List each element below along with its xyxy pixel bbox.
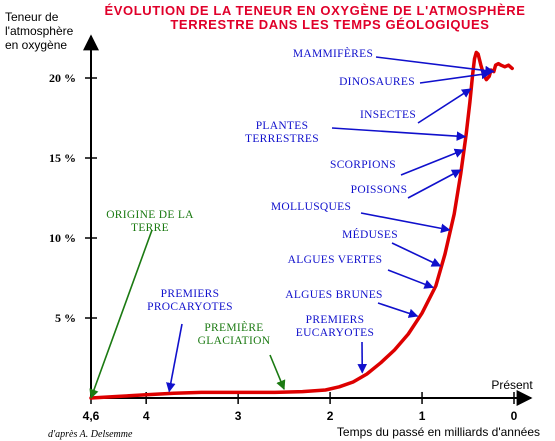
- annotation-arrow: [375, 56, 495, 76]
- annotation-label: ALGUES BRUNES: [285, 289, 383, 301]
- annotation: SCORPIONS: [330, 148, 465, 176]
- annotation-label: PLANTES: [256, 120, 309, 132]
- annotation-label: EUCARYOTES: [296, 327, 374, 339]
- annotation-label: GLACIATION: [198, 335, 271, 347]
- annotation-label: PREMIÈRE: [204, 320, 263, 334]
- annotation-arrow: [166, 323, 183, 393]
- y-axis-label-line-3: en oxygène: [5, 38, 67, 52]
- annotation-label: ALGUES VERTES: [288, 254, 383, 266]
- annotation-arrow: [400, 148, 465, 176]
- annotation: ALGUES BRUNES: [285, 289, 419, 318]
- x-axis-end-label: Présent: [491, 378, 533, 392]
- annotation: DINOSAURES: [339, 69, 492, 88]
- annotation: MAMMIFÈRES: [293, 46, 495, 76]
- annotation-arrow: [331, 127, 467, 141]
- annotation-label: MAMMIFÈRES: [293, 46, 373, 60]
- annotation-arrow: [387, 269, 434, 289]
- y-tick-label: 20 %: [49, 71, 76, 85]
- x-tick-label: 0: [511, 409, 518, 423]
- x-axis-label: Temps du passé en milliards d'années: [337, 425, 540, 439]
- x-tick-label: 3: [235, 409, 242, 423]
- annotation-label: MOLLUSQUES: [271, 201, 351, 213]
- annotation: ALGUES VERTES: [288, 254, 434, 289]
- annotation-arrow: [417, 88, 472, 124]
- annotation-label: PREMIERS: [306, 314, 365, 326]
- annotation-label: INSECTES: [360, 109, 416, 121]
- annotation-label: TERRESTRES: [245, 133, 319, 145]
- annotation-label: PROCARYOTES: [147, 301, 233, 313]
- annotation-label: PREMIERS: [161, 288, 220, 300]
- annotation: POISSONS: [351, 169, 462, 199]
- annotation: MÉDUSES: [342, 227, 442, 267]
- annotation-arrow: [360, 212, 451, 234]
- annotation-label: POISSONS: [351, 184, 408, 196]
- annotation-arrow: [89, 229, 153, 399]
- x-tick-label: 2: [327, 409, 334, 423]
- annotation-label: SCORPIONS: [330, 159, 396, 171]
- x-tick-label: 4,6: [83, 409, 100, 423]
- source-credit: d'après A. Delsemme: [48, 429, 133, 440]
- annotation-label: DINOSAURES: [339, 76, 415, 88]
- y-tick-label: 15 %: [49, 151, 76, 165]
- chart-title-line-1: ÉVOLUTION DE LA TENEUR EN OXYGÈNE DE L'A…: [104, 3, 525, 18]
- x-tick-label: 4: [143, 409, 150, 423]
- annotation: MOLLUSQUES: [271, 201, 451, 234]
- annotation-arrow: [269, 354, 286, 391]
- y-axis-label-line-2: l'atmosphère: [5, 24, 74, 38]
- annotation-label: MÉDUSES: [342, 227, 398, 241]
- y-tick-label: 10 %: [49, 231, 76, 245]
- annotation-arrow: [377, 302, 419, 318]
- x-tick-label: 1: [419, 409, 426, 423]
- annotation: INSECTES: [360, 88, 472, 124]
- chart-title-line-2: TERRESTRE DANS LES TEMPS GÉOLOGIQUES: [170, 17, 489, 32]
- annotation-label: ORIGINE DE LA: [106, 209, 194, 221]
- y-axis-label-line-1: Teneur de: [5, 10, 59, 24]
- annotation-arrow: [407, 169, 462, 199]
- annotation-label: TERRE: [131, 222, 169, 234]
- annotation-arrow: [391, 242, 442, 267]
- annotation-arrow: [419, 69, 492, 84]
- y-tick-label: 5 %: [55, 311, 76, 325]
